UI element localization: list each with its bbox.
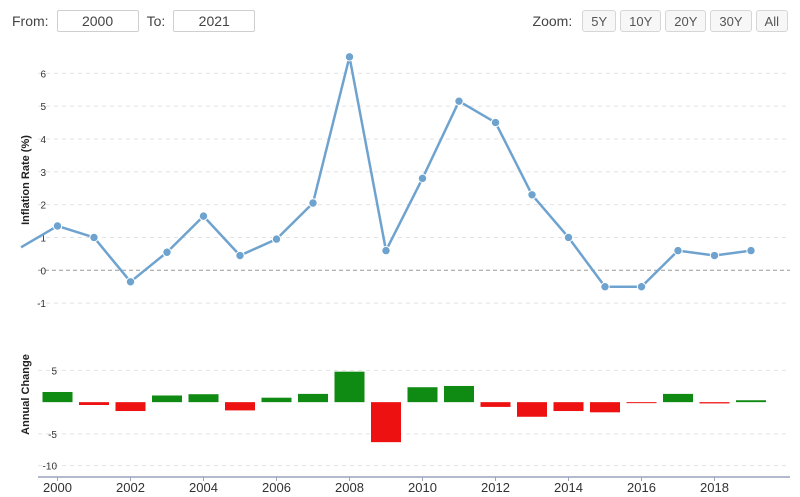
x-tick-label: 2000 bbox=[43, 480, 72, 495]
data-point bbox=[308, 198, 318, 208]
bar bbox=[334, 371, 365, 403]
bar bbox=[626, 402, 657, 404]
y-tick-label: 1 bbox=[40, 233, 46, 244]
data-point bbox=[709, 250, 720, 261]
y-axis-title: Annual Change bbox=[20, 354, 32, 435]
data-point bbox=[636, 282, 647, 292]
x-tick-label: 2008 bbox=[335, 480, 364, 495]
y-tick-label: -1 bbox=[37, 299, 46, 310]
data-point bbox=[271, 234, 282, 244]
bar bbox=[699, 402, 730, 404]
to-year-input[interactable]: 2021 bbox=[173, 10, 256, 32]
bar bbox=[79, 402, 109, 406]
zoom-5y-button[interactable]: 5Y bbox=[582, 10, 617, 32]
y-tick-label: -5 bbox=[48, 430, 57, 441]
bar bbox=[298, 393, 328, 403]
y-tick-label: 5 bbox=[51, 366, 57, 377]
x-tick-label: 2010 bbox=[408, 480, 437, 495]
x-tick-label: 2018 bbox=[700, 480, 729, 495]
annual-change-panel: -10 -5 5 Annual Change bbox=[20, 354, 790, 473]
data-point bbox=[89, 232, 99, 243]
y-tick-label: 6 bbox=[40, 69, 46, 80]
data-point bbox=[235, 250, 245, 261]
from-year-input[interactable]: 2000 bbox=[56, 10, 139, 32]
zoom-30y-button[interactable]: 30Y bbox=[710, 10, 752, 32]
data-point bbox=[454, 96, 464, 106]
x-tick-label: 2002 bbox=[116, 480, 145, 495]
bar bbox=[736, 400, 766, 403]
x-tick-label: 2012 bbox=[481, 480, 510, 495]
data-point bbox=[125, 277, 136, 287]
data-point bbox=[563, 232, 574, 243]
zoom-bar: Zoom: 5Y 10Y 20Y 30Y All bbox=[533, 10, 788, 32]
zoom-label: Zoom: bbox=[532, 13, 573, 29]
data-point bbox=[162, 247, 172, 257]
bar bbox=[261, 397, 292, 403]
bar bbox=[42, 391, 73, 403]
y-tick-label: 3 bbox=[40, 168, 46, 179]
data-point bbox=[417, 173, 428, 184]
y-axis-title: Inflation Rate (%) bbox=[20, 135, 32, 225]
bar bbox=[115, 402, 146, 412]
x-tick-label: 2004 bbox=[189, 480, 218, 495]
data-point bbox=[198, 211, 209, 221]
x-tick-label: 2014 bbox=[554, 480, 583, 495]
bar bbox=[371, 402, 401, 443]
bar bbox=[553, 402, 584, 412]
data-point bbox=[527, 190, 537, 200]
y-tick-label: 5 bbox=[40, 102, 46, 113]
inflation-panel: -1 0 1 2 3 4 5 6 Inflation Rate (%) bbox=[20, 52, 790, 310]
x-tick-label: 2016 bbox=[627, 480, 656, 495]
x-tick-label: 2006 bbox=[262, 480, 291, 495]
bar bbox=[480, 402, 511, 407]
to-label: To: bbox=[146, 13, 166, 29]
data-point bbox=[490, 117, 501, 128]
data-point bbox=[746, 245, 756, 256]
bar bbox=[590, 402, 620, 413]
bar bbox=[225, 402, 255, 411]
zoom-all-button[interactable]: All bbox=[755, 10, 788, 32]
bar bbox=[188, 394, 219, 403]
y-tick-label: 4 bbox=[40, 135, 46, 146]
bar bbox=[152, 395, 182, 403]
bar bbox=[663, 393, 693, 403]
bar bbox=[517, 402, 547, 417]
data-point bbox=[381, 245, 391, 256]
data-point bbox=[600, 282, 610, 292]
y-tick-label: 0 bbox=[40, 266, 46, 277]
data-point bbox=[344, 52, 355, 62]
y-tick-label: 2 bbox=[40, 201, 46, 212]
bar bbox=[444, 385, 474, 403]
bar bbox=[407, 387, 438, 403]
zoom-10y-button[interactable]: 10Y bbox=[620, 10, 662, 32]
data-point bbox=[673, 245, 683, 256]
data-point bbox=[52, 221, 63, 231]
from-label: From: bbox=[12, 13, 49, 29]
y-tick-label: -10 bbox=[43, 462, 58, 473]
zoom-20y-button[interactable]: 20Y bbox=[665, 10, 707, 32]
date-range-bar: From: 2000 To: 2021 bbox=[12, 10, 263, 32]
